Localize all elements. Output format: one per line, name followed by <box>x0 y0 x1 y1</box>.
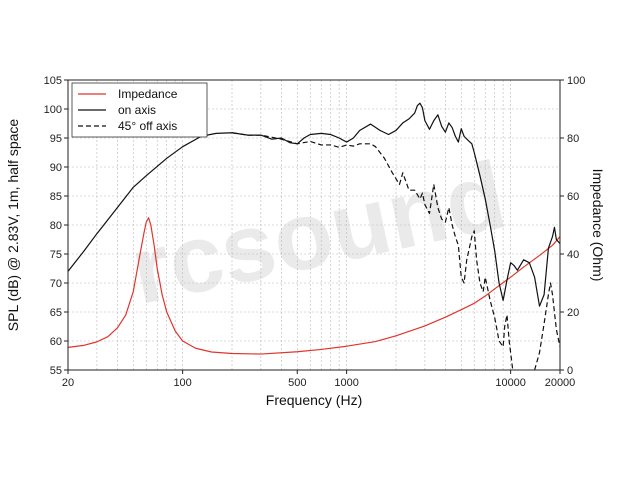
watermark-layer: rcsound <box>122 142 515 325</box>
y2-tick-label: 20 <box>567 307 579 319</box>
series-layer <box>68 102 560 370</box>
y2-tick-label: 80 <box>567 133 579 145</box>
y-tick-label: 70 <box>50 278 62 290</box>
y-tick-label: 90 <box>50 162 62 174</box>
legend-label: 45° off axis <box>118 119 177 133</box>
series-line-45-off-axis-2 <box>231 132 514 370</box>
y2-tick-label: 100 <box>567 75 585 87</box>
y-tick-label: 100 <box>44 104 62 116</box>
legend: Impedance on axis 45° off axis <box>71 82 208 138</box>
y-tick-label: 80 <box>50 220 62 232</box>
x-tick-label: 500 <box>288 377 306 389</box>
y2-tick-label: 0 <box>567 365 573 377</box>
x-tick-label: 20 <box>62 377 74 389</box>
ticks-layer: 20 100 500 1000 10000 20000556065707580859095… <box>44 75 586 389</box>
x-tick-label: 1000 <box>334 377 358 389</box>
series-line-impedance-0 <box>68 217 560 355</box>
y2-tick-label: 40 <box>567 249 579 261</box>
legend-label: on axis <box>118 103 156 117</box>
y-tick-label: 105 <box>44 75 62 87</box>
y-tick-label: 60 <box>50 336 62 348</box>
y-tick-label: 75 <box>50 249 62 261</box>
watermark-text: rcsound <box>122 142 515 325</box>
x-tick-label: 10000 <box>495 377 526 389</box>
x-tick-label: 100 <box>173 377 191 389</box>
y2-tick-label: 60 <box>567 191 579 203</box>
y2-axis-label: Impedance (Ohm) <box>590 169 606 282</box>
x-tick-label: 20000 <box>545 377 576 389</box>
legend-label: Impedance <box>118 87 178 101</box>
y-tick-label: 65 <box>50 307 62 319</box>
series-line-on-axis-1 <box>68 102 560 307</box>
y-tick-label: 85 <box>50 191 62 203</box>
x-axis-label: Frequency (Hz) <box>266 392 362 408</box>
series-line-off-axis-tail-3 <box>534 282 560 370</box>
y-tick-label: 55 <box>50 365 62 377</box>
y-tick-label: 95 <box>50 133 62 145</box>
y-axis-label: SPL (dB) @ 2.83V, 1m, half space <box>5 119 21 332</box>
